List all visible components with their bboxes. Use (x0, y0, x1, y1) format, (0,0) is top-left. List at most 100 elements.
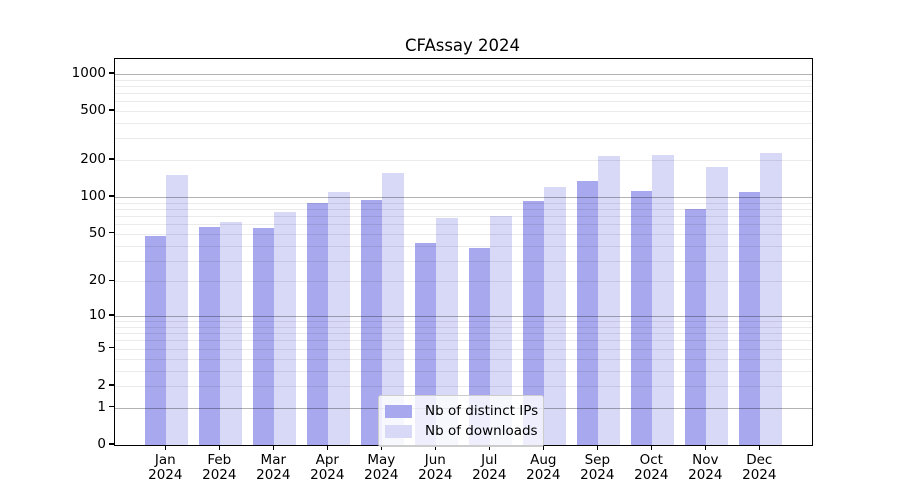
y-tick-mark (109, 72, 114, 74)
y-tick-mark (109, 443, 114, 445)
y-tick-mark (109, 384, 114, 386)
y-tick-mark (109, 406, 114, 408)
bar-distinct-ips (630, 190, 653, 445)
x-axis-tick-label: Sep 2024 (580, 452, 615, 483)
gridline-3 (115, 370, 812, 372)
x-tick-mark (326, 445, 328, 450)
x-tick-mark (704, 445, 706, 450)
bar-distinct-ips (360, 199, 383, 445)
bar-distinct-ips (252, 227, 275, 445)
y-axis-tick-label: 100 (80, 188, 106, 205)
bar-distinct-ips (522, 200, 545, 445)
y-axis-tick-label: 10 (88, 307, 106, 324)
x-axis-tick-label: Oct 2024 (634, 452, 669, 483)
y-axis-tick-label: 50 (88, 224, 106, 241)
x-axis-tick-label: Jun 2024 (418, 452, 453, 483)
gridline-9 (115, 321, 812, 323)
bar-downloads (436, 217, 458, 445)
gridline-70 (115, 216, 812, 218)
y-tick-mark (109, 109, 114, 111)
gridline-8 (115, 326, 812, 328)
y-axis-tick-label: 5 (97, 339, 106, 356)
gridline-1000 (115, 73, 812, 75)
y-axis-tick-label: 200 (80, 151, 106, 168)
gridline-10 (115, 316, 812, 318)
x-axis-tick-label: Jan 2024 (148, 452, 183, 483)
bar-downloads (274, 212, 296, 445)
bar-distinct-ips (414, 242, 437, 445)
gridline-5 (115, 348, 812, 350)
x-tick-mark (650, 445, 652, 450)
gridline-80 (115, 208, 812, 210)
x-axis-tick-label: Aug 2024 (526, 452, 561, 483)
gridline-900 (115, 79, 812, 81)
bar-distinct-ips (738, 192, 761, 445)
bar-distinct-ips (198, 226, 221, 445)
legend-swatch-distinct-ips (385, 404, 412, 418)
x-tick-mark (164, 445, 166, 450)
bar-distinct-ips (576, 181, 599, 445)
legend-label-downloads: Nb of downloads (425, 423, 538, 439)
gridline-700 (115, 93, 812, 95)
y-axis-tick-label: 20 (88, 272, 106, 289)
y-axis-tick-label: 1000 (71, 64, 106, 81)
bar-downloads (220, 222, 242, 445)
plot-area: Nb of distinct IPs Nb of downloads (114, 58, 813, 447)
gridline-7 (115, 333, 812, 335)
x-axis-tick-label: May 2024 (364, 452, 399, 483)
gridline-4 (115, 358, 812, 360)
y-axis-tick-label: 0 (97, 436, 106, 452)
gridline-40 (115, 245, 812, 247)
gridline-6 (115, 340, 812, 342)
legend-item-downloads: Nb of downloads (385, 421, 538, 441)
x-tick-mark (758, 445, 760, 450)
x-axis-tick-label: Feb 2024 (202, 452, 237, 483)
bar-downloads (652, 155, 674, 445)
x-axis-tick-label: Mar 2024 (256, 452, 291, 483)
bar-distinct-ips (684, 208, 707, 445)
bar-downloads (490, 216, 512, 445)
bar-downloads (382, 172, 404, 445)
y-axis-tick-label: 500 (80, 102, 106, 119)
chart-title: CFAssay 2024 (404, 36, 521, 55)
x-tick-mark (218, 445, 220, 450)
gridline-30 (115, 260, 812, 262)
gridline-500 (115, 111, 812, 113)
x-tick-mark (596, 445, 598, 450)
y-tick-mark (109, 158, 114, 160)
gridline-2 (115, 385, 812, 387)
bar-downloads (706, 167, 728, 445)
bar-distinct-ips (144, 235, 167, 445)
y-axis-tick-label: 1 (97, 398, 106, 415)
y-tick-mark (109, 232, 114, 234)
y-tick-mark (109, 314, 114, 316)
bar-distinct-ips (306, 202, 329, 445)
gridline-90 (115, 202, 812, 204)
x-axis-tick-label: Jul 2024 (472, 452, 507, 483)
gridline-600 (115, 101, 812, 103)
bar-downloads (598, 156, 620, 445)
bar-downloads (544, 187, 566, 445)
y-tick-mark (109, 195, 114, 197)
gridline-200 (115, 160, 812, 162)
x-axis-tick-label: Nov 2024 (688, 452, 723, 483)
legend-item-distinct-ips: Nb of distinct IPs (385, 401, 539, 421)
x-tick-mark (434, 445, 436, 450)
x-axis-tick-label: Dec 2024 (742, 452, 777, 483)
x-tick-mark (272, 445, 274, 450)
gridline-300 (115, 138, 812, 140)
y-axis-tick-label: 2 (97, 376, 106, 393)
gridline-50 (115, 233, 812, 235)
bar-downloads (166, 175, 188, 445)
gridline-400 (115, 123, 812, 125)
y-tick-mark (109, 279, 114, 282)
x-tick-mark (488, 445, 490, 450)
bar-downloads (760, 152, 782, 445)
x-tick-mark (542, 445, 544, 450)
legend-label-distinct-ips: Nb of distinct IPs (425, 403, 539, 419)
x-tick-mark (380, 445, 382, 450)
bar-downloads (328, 192, 350, 445)
gridline-800 (115, 85, 812, 87)
gridline-20 (115, 281, 812, 283)
